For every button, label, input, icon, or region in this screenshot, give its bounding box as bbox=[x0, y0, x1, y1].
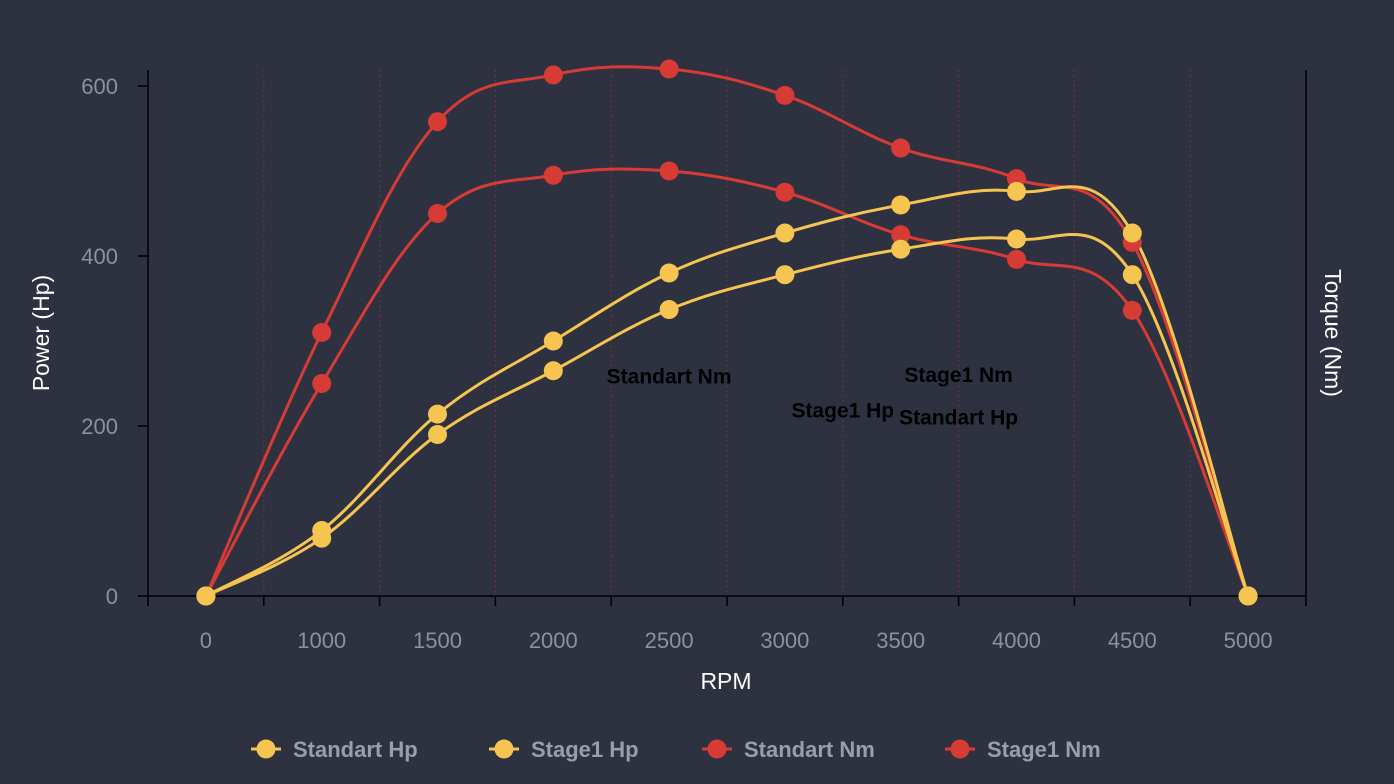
data-point bbox=[659, 59, 679, 79]
x-tick-label: 0 bbox=[200, 628, 212, 653]
series-line bbox=[204, 167, 1250, 597]
legend-item: Stage1 Nm bbox=[945, 737, 1101, 762]
y-axis-title: Power (Hp) bbox=[28, 275, 54, 391]
series-annotation: Stage1 Hp bbox=[791, 400, 894, 423]
data-point bbox=[1122, 223, 1142, 243]
data-point bbox=[775, 223, 795, 243]
x-tick-label: 1000 bbox=[297, 628, 346, 653]
data-point bbox=[1238, 586, 1258, 606]
x-tick-label: 3000 bbox=[760, 628, 809, 653]
data-point bbox=[775, 265, 795, 285]
data-point bbox=[891, 225, 911, 245]
x-tick-label: 4500 bbox=[1108, 628, 1157, 653]
series-annotation: Standart Hp bbox=[899, 406, 1018, 429]
x-tick-label: 2500 bbox=[645, 628, 694, 653]
y-ticks: 0 200 400 600 bbox=[81, 74, 148, 609]
legend-label: Standart Nm bbox=[744, 737, 875, 762]
data-point bbox=[891, 239, 911, 259]
y2-axis-title: Torque (Nm) bbox=[1320, 269, 1346, 397]
data-point bbox=[659, 161, 679, 181]
data-point bbox=[891, 138, 911, 158]
data-point bbox=[543, 361, 563, 381]
series-annotations: Standart Nm Stage1 Hp Standart Hp Stage1 Nm bbox=[607, 364, 1018, 430]
data-point bbox=[1122, 300, 1142, 320]
legend-swatch-marker bbox=[950, 739, 970, 759]
data-point bbox=[428, 112, 447, 132]
data-point bbox=[659, 263, 679, 283]
grid bbox=[263, 70, 1191, 596]
legend-swatch-marker bbox=[707, 739, 727, 759]
series-annotation: Standart Nm bbox=[607, 366, 732, 389]
data-point bbox=[196, 586, 216, 606]
legend-item: Standart Hp bbox=[251, 737, 418, 762]
y-tick-label: 600 bbox=[81, 74, 118, 99]
legend: Standart Hp Stage1 Hp Standart Nm Stage1 Nm bbox=[251, 737, 1101, 762]
legend-item: Standart Nm bbox=[702, 737, 875, 762]
y-tick-label: 200 bbox=[81, 414, 118, 439]
legend-label: Stage1 Hp bbox=[531, 737, 639, 762]
data-point bbox=[543, 331, 563, 351]
x-tick-label: 3500 bbox=[876, 628, 925, 653]
x-tick-label: 4000 bbox=[992, 628, 1041, 653]
data-point bbox=[1007, 249, 1026, 269]
data-point bbox=[1007, 181, 1026, 201]
y-tick-label: 0 bbox=[106, 584, 118, 609]
y-tick-label: 400 bbox=[81, 244, 118, 269]
x-ticks: 0 1000 1500 2000 2500 3000 3500 4000 4500 5000 bbox=[147, 596, 1307, 653]
legend-swatch-marker bbox=[256, 739, 276, 759]
data-point bbox=[891, 195, 911, 215]
data-point bbox=[1007, 229, 1026, 249]
legend-label: Standart Hp bbox=[293, 737, 418, 762]
data-point bbox=[428, 404, 447, 424]
x-axis-title: RPM bbox=[700, 668, 751, 694]
data-point bbox=[775, 182, 795, 202]
data-point bbox=[1122, 265, 1142, 285]
legend-label: Stage1 Nm bbox=[987, 737, 1101, 762]
legend-swatch-marker bbox=[494, 739, 514, 759]
x-tick-label: 2000 bbox=[529, 628, 578, 653]
x-tick-label: 1500 bbox=[413, 628, 462, 653]
series-points bbox=[196, 59, 1258, 606]
data-point bbox=[428, 425, 447, 444]
data-point bbox=[543, 65, 563, 85]
legend-item: Stage1 Hp bbox=[489, 737, 639, 762]
data-point bbox=[775, 85, 795, 105]
data-point bbox=[312, 323, 332, 342]
x-tick-label: 5000 bbox=[1224, 628, 1273, 653]
data-point bbox=[428, 204, 447, 223]
data-point bbox=[312, 528, 332, 548]
series-annotation: Stage1 Nm bbox=[904, 364, 1013, 387]
data-point bbox=[659, 300, 679, 320]
data-point bbox=[543, 165, 563, 185]
data-point bbox=[312, 374, 332, 393]
